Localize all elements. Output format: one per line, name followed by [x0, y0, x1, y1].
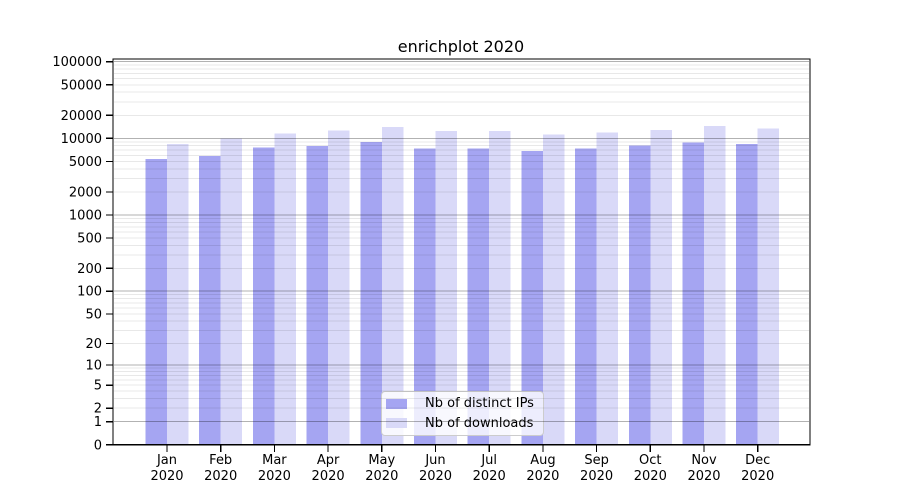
bar-downloads-apr	[328, 130, 350, 445]
x-tick-label-year: 2020	[473, 469, 506, 484]
bar-distinct-ips-aug	[521, 151, 543, 445]
y-tick-label: 20000	[61, 109, 102, 124]
x-tick-label-year: 2020	[741, 469, 774, 484]
x-tick-label-month: Jun	[424, 453, 445, 468]
bar-downloads-dec	[757, 128, 780, 445]
y-tick-label: 2000	[69, 185, 102, 200]
y-tick-label: 10	[85, 359, 102, 374]
legend-item-downloads: Nb of downloads	[386, 414, 543, 434]
x-tick-label-year: 2020	[580, 469, 613, 484]
bar-downloads-feb	[220, 138, 243, 445]
legend: Nb of distinct IPs Nb of downloads	[381, 391, 544, 436]
bar-downloads-oct	[650, 129, 672, 445]
chart-title: enrichplot 2020	[398, 37, 524, 56]
legend-item-distinct-ips: Nb of distinct IPs	[386, 394, 543, 414]
x-tick-label-month: Jan	[156, 453, 177, 468]
x-tick-label-year: 2020	[687, 469, 720, 484]
bar-distinct-ips-mar	[252, 147, 275, 445]
y-tick-label: 50000	[61, 78, 102, 93]
x-tick-label-month: Jul	[480, 453, 497, 468]
y-tick-label: 10000	[61, 132, 102, 147]
y-tick-label: 1	[94, 415, 102, 430]
y-tick-label: 100	[77, 285, 102, 300]
y-tick-label: 5	[94, 379, 102, 394]
bar-distinct-ips-jan	[145, 158, 167, 445]
bar-downloads-nov	[704, 125, 726, 445]
x-tick-label-month: Sep	[584, 453, 609, 468]
y-tick-label: 5000	[69, 155, 102, 170]
y-tick-label: 100000	[52, 55, 102, 70]
axes-frame	[112, 58, 811, 446]
x-tick-label-year: 2020	[150, 469, 183, 484]
x-tick-label-month: Dec	[745, 453, 770, 468]
x-tick-label-year: 2020	[526, 469, 559, 484]
bar-distinct-ips-may	[360, 142, 382, 445]
x-tick-label-month: Apr	[317, 453, 340, 468]
bar-downloads-jan	[167, 144, 189, 445]
bar-distinct-ips-feb	[199, 155, 221, 445]
bar-distinct-ips-dec	[736, 144, 758, 445]
y-tick-label: 1000	[69, 208, 102, 223]
bar-distinct-ips-apr	[306, 146, 329, 445]
plot-frame	[112, 58, 811, 446]
x-tick-label-month: Oct	[639, 453, 661, 468]
y-tick-label: 50	[85, 307, 102, 322]
bar-downloads-jul	[489, 130, 511, 445]
x-tick-label-month: May	[368, 453, 395, 468]
legend-swatch-downloads-icon	[386, 418, 407, 429]
y-axis-ticks: 0 12 5 10 20 50 100 200 500 1000 2000 5000 10000 2000…	[52, 55, 113, 453]
y-tick-label: 20	[85, 337, 102, 352]
x-tick-label-month: Feb	[209, 453, 232, 468]
bars-layer	[145, 125, 780, 445]
x-tick-label-year: 2020	[365, 469, 398, 484]
bar-distinct-ips-jun	[414, 148, 436, 445]
bar-distinct-ips-nov	[682, 142, 704, 445]
bar-distinct-ips-jul	[467, 148, 490, 445]
bar-downloads-sep	[596, 132, 619, 445]
bar-distinct-ips-oct	[628, 145, 651, 445]
legend-label-downloads: Nb of downloads	[425, 415, 534, 431]
x-tick-label-month: Aug	[530, 453, 555, 468]
legend-swatch-distinct-ips-icon	[386, 398, 407, 409]
y-tick-label: 500	[77, 231, 102, 246]
x-tick-label-month: Nov	[691, 453, 717, 468]
x-axis-ticks: Jan2020Feb2020Mar2020Apr2020May2020Jun20…	[150, 444, 774, 484]
bar-downloads-jun	[435, 131, 457, 445]
y-tick-label: 2	[94, 402, 102, 417]
bar-downloads-aug	[542, 134, 565, 445]
x-tick-label-year: 2020	[634, 469, 667, 484]
x-tick-label-year: 2020	[258, 469, 291, 484]
y-tick-label: 200	[77, 262, 102, 277]
bar-downloads-may	[381, 126, 404, 445]
bar-downloads-mar	[274, 133, 296, 445]
x-tick-label-year: 2020	[312, 469, 345, 484]
legend-label-distinct-ips: Nb of distinct IPs	[425, 396, 534, 412]
y-tick-label: 0	[94, 438, 102, 453]
x-tick-label-year: 2020	[419, 469, 452, 484]
bar-distinct-ips-sep	[575, 148, 597, 445]
x-tick-label-year: 2020	[204, 469, 237, 484]
x-tick-label-month: Mar	[262, 453, 287, 468]
